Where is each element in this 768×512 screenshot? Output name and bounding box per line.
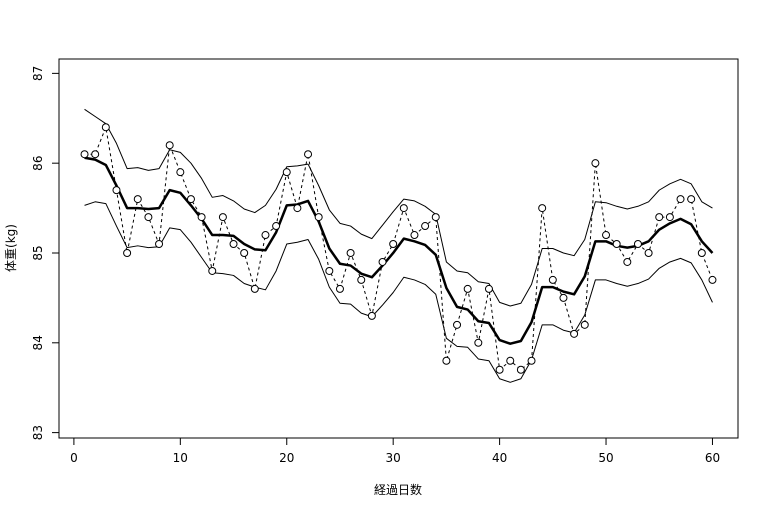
data-point — [538, 204, 547, 213]
y-axis: 83 84 85 86 87 — [31, 66, 60, 440]
x-tick-label: 10 — [173, 451, 188, 465]
data-point — [591, 159, 600, 168]
smoothed-trend-line — [84, 156, 714, 345]
data-point — [623, 257, 632, 266]
data-point — [495, 365, 504, 374]
data-point — [218, 213, 227, 222]
x-axis-label: 経過日数 — [374, 482, 422, 497]
data-point — [282, 168, 291, 177]
data-point — [123, 248, 132, 257]
y-tick-label: 86 — [31, 156, 45, 171]
data-point — [80, 150, 89, 159]
data-point — [431, 213, 440, 222]
data-point — [133, 195, 142, 204]
data-point — [155, 240, 164, 249]
data-points — [80, 123, 717, 374]
data-point — [580, 320, 589, 329]
x-tick-label: 0 — [70, 451, 78, 465]
data-point — [644, 248, 653, 257]
data-point — [250, 284, 259, 293]
data-point — [421, 222, 430, 231]
data-point — [229, 240, 238, 249]
data-point — [208, 266, 217, 275]
data-point — [548, 275, 557, 284]
plot-frame — [58, 58, 739, 439]
data-point — [399, 204, 408, 213]
data-point — [378, 257, 387, 266]
data-point — [708, 275, 717, 284]
data-point — [559, 293, 568, 302]
data-point — [91, 150, 100, 159]
data-point — [410, 231, 419, 240]
data-point — [516, 365, 525, 374]
data-point — [506, 356, 515, 365]
data-point — [186, 195, 195, 204]
data-point — [197, 213, 206, 222]
data-point — [346, 248, 355, 257]
data-point — [272, 222, 281, 231]
x-tick-label: 60 — [705, 451, 720, 465]
data-point — [261, 231, 270, 240]
data-point — [176, 168, 185, 177]
x-tick-label: 20 — [279, 451, 294, 465]
y-tick-label: 85 — [31, 245, 45, 260]
x-axis: 0 10 20 30 40 50 60 — [70, 437, 720, 465]
data-point — [165, 141, 174, 150]
data-point — [612, 240, 621, 249]
data-point — [655, 213, 664, 222]
data-point — [697, 248, 706, 257]
y-tick-label: 87 — [31, 66, 45, 81]
y-tick-label: 83 — [31, 425, 45, 440]
data-point — [602, 231, 611, 240]
data-point — [687, 195, 696, 204]
x-tick-label: 40 — [492, 451, 507, 465]
data-point — [367, 311, 376, 320]
observed-dotted-line — [84, 126, 713, 371]
y-tick-label: 84 — [31, 335, 45, 350]
data-point — [665, 213, 674, 222]
data-point — [325, 266, 334, 275]
upper-bound-line — [84, 108, 713, 307]
data-point — [112, 186, 121, 195]
data-point — [389, 240, 398, 249]
data-point — [240, 248, 249, 257]
data-point — [453, 320, 462, 329]
data-point — [335, 284, 344, 293]
data-point — [293, 204, 302, 213]
data-point — [474, 338, 483, 347]
data-point — [527, 356, 536, 365]
data-point — [304, 150, 313, 159]
data-point — [463, 284, 472, 293]
data-point — [101, 123, 110, 132]
data-point — [484, 284, 493, 293]
data-point — [314, 213, 323, 222]
data-point — [442, 356, 451, 365]
x-tick-label: 30 — [386, 451, 401, 465]
y-axis-label: 体重(kg) — [4, 224, 18, 272]
x-tick-label: 50 — [598, 451, 613, 465]
data-point — [144, 213, 153, 222]
data-point — [633, 240, 642, 249]
lower-bound-line — [84, 201, 713, 383]
data-point — [676, 195, 685, 204]
data-point — [357, 275, 366, 284]
data-point — [570, 329, 579, 338]
